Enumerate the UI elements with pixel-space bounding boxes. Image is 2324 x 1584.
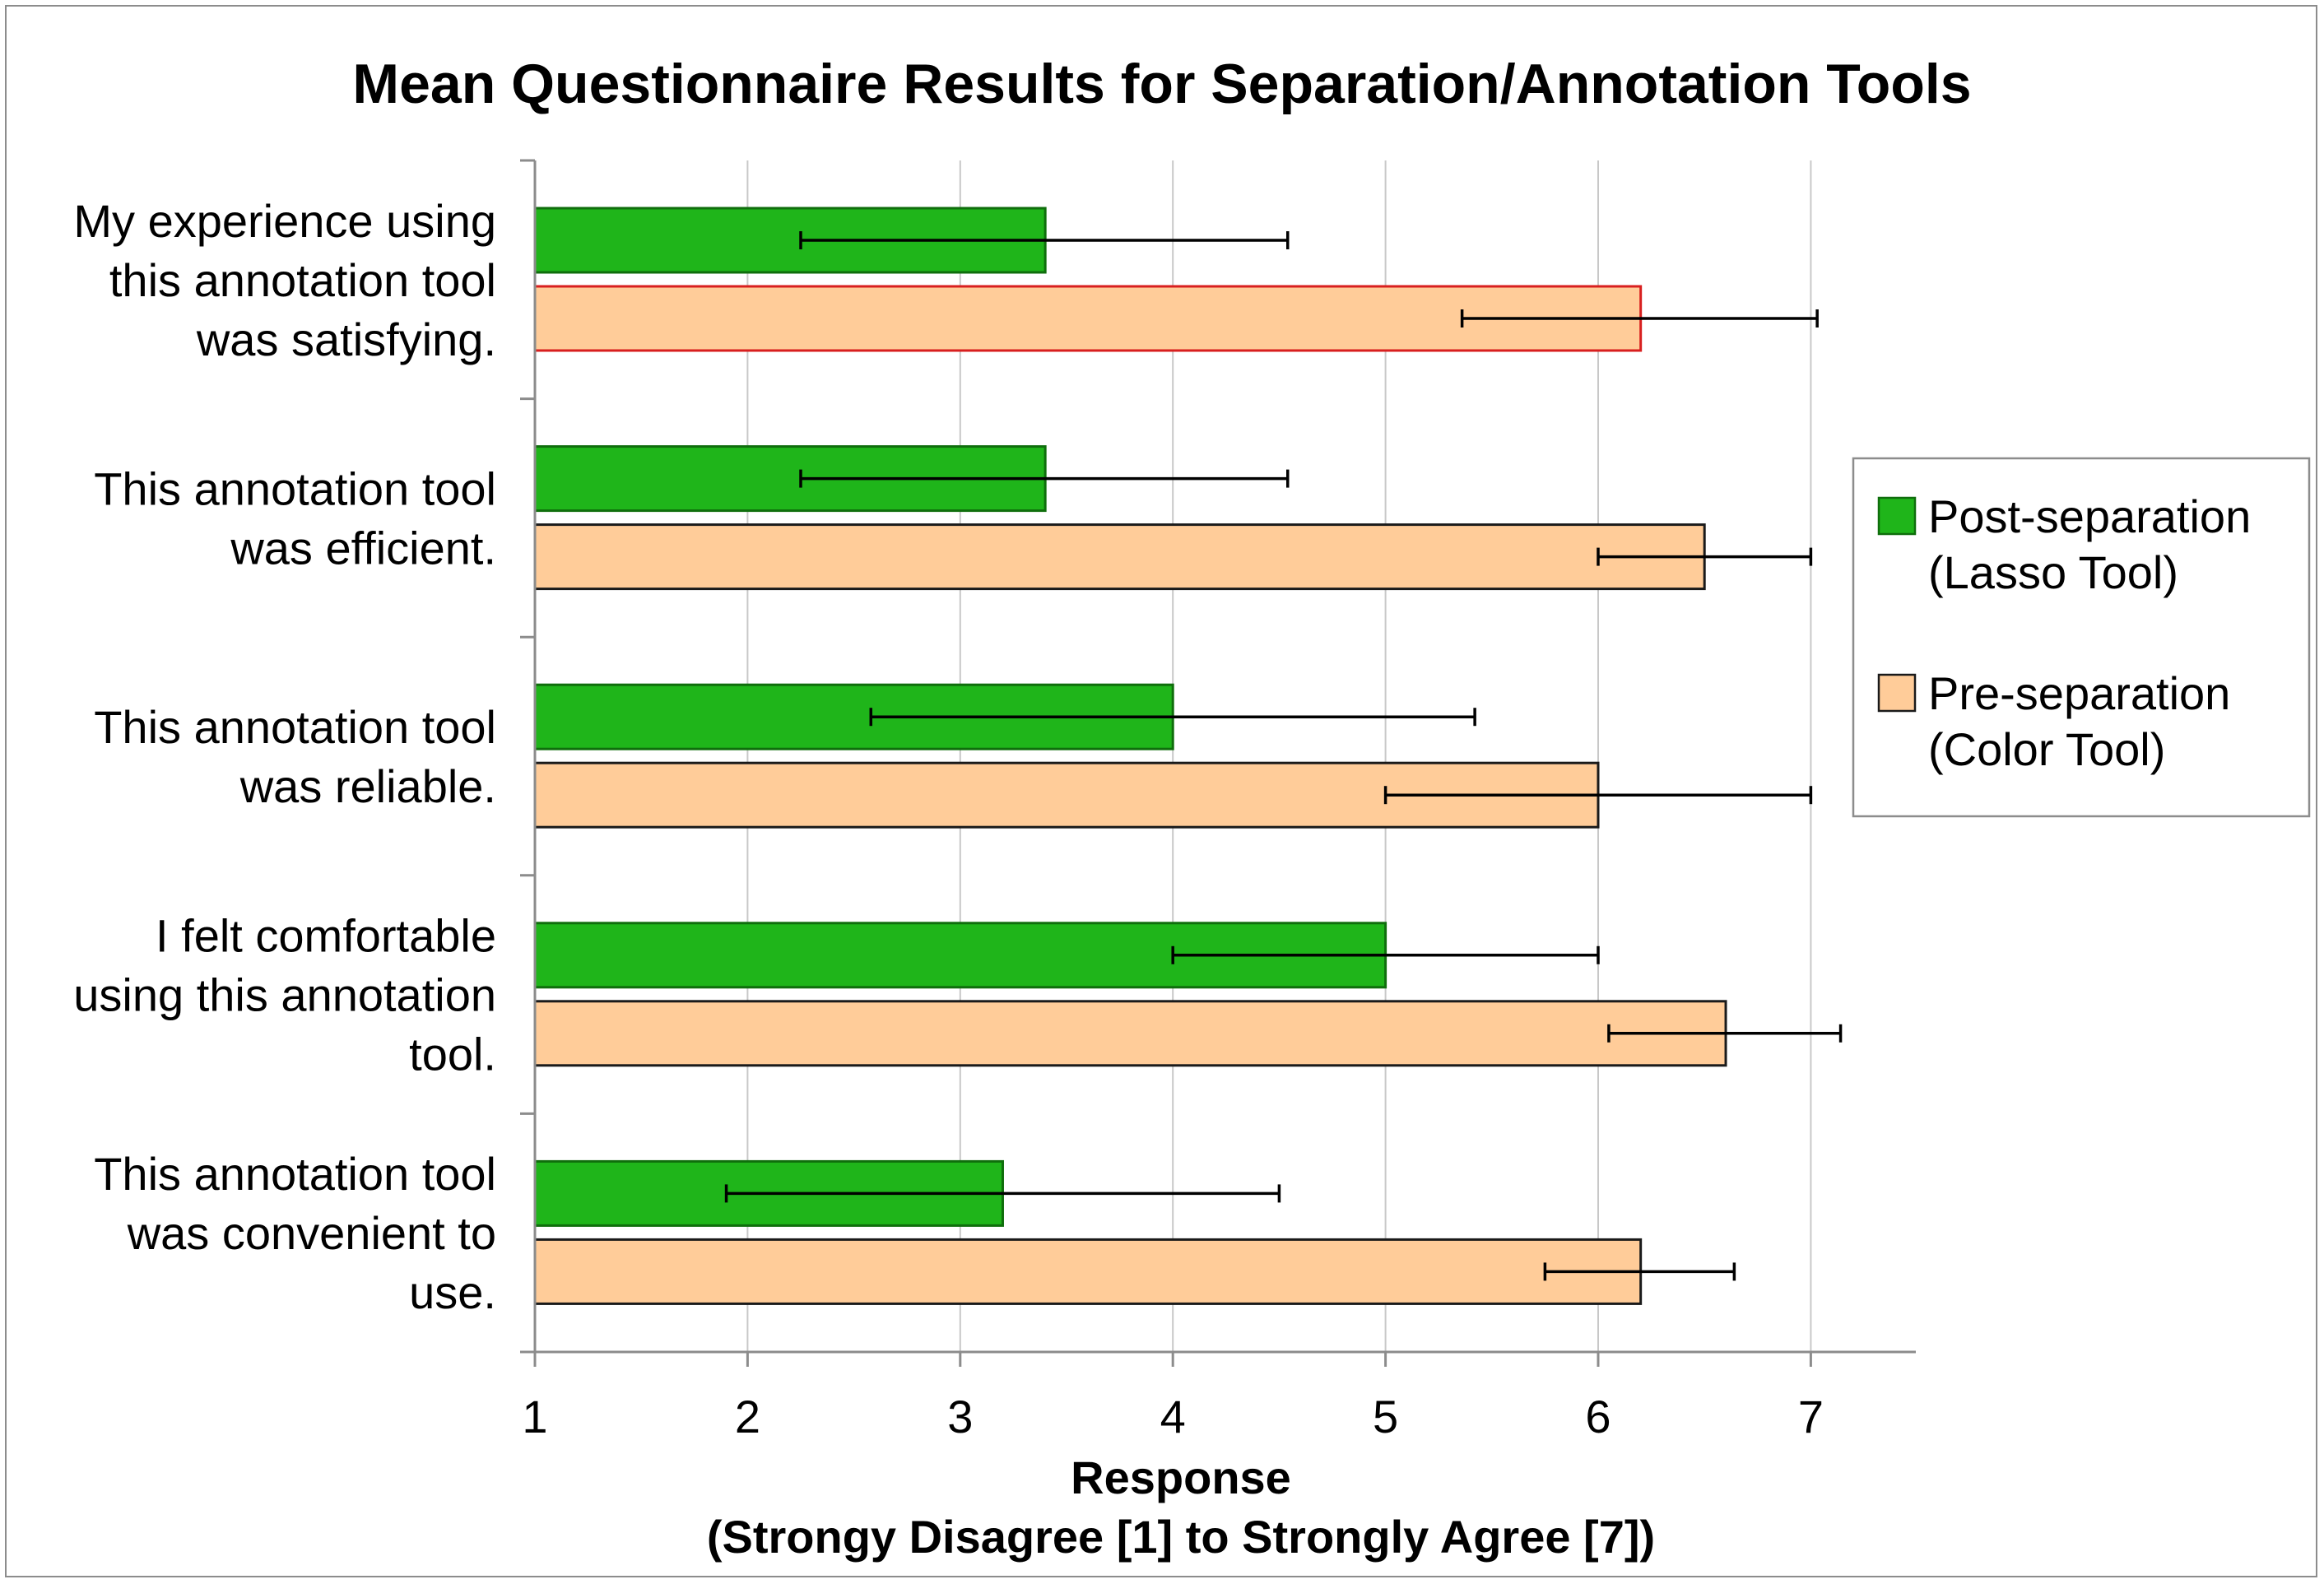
category-label: This annotation tool [94, 701, 496, 753]
legend-swatch [1877, 496, 1917, 536]
x-tick-label: 5 [1373, 1391, 1398, 1442]
category-label: this annotation tool [109, 254, 496, 306]
legend-label: (Color Tool) [1928, 723, 2165, 775]
x-axis-title: Response (Strongy Disagree [1] to Strongl… [707, 1452, 1655, 1563]
category-label: I felt comfortable [156, 910, 496, 962]
legend-box [1852, 457, 2311, 818]
x-tick-label: 2 [735, 1391, 760, 1442]
x-tick-label: 4 [1160, 1391, 1186, 1442]
bar [533, 1000, 1727, 1067]
bar [533, 523, 1706, 591]
category-label: using this annotation [73, 969, 496, 1021]
bar [533, 1238, 1643, 1305]
category-label: This annotation tool [94, 462, 496, 514]
x-tick-label: 3 [947, 1391, 973, 1442]
category-label: My experience using [73, 195, 496, 247]
category-label: use. [409, 1266, 496, 1318]
category-label: was satisfying. [196, 314, 496, 365]
chart-title: Mean Questionnaire Results for Separatio… [352, 53, 1971, 115]
legend-label: Post-separation [1928, 490, 2251, 542]
category-label: was efficient. [230, 522, 496, 574]
legend-label: Pre-separation [1928, 667, 2230, 719]
grid-lines [746, 160, 1812, 1352]
x-axis-title-line: (Strongy Disagree [1] to Strongly Agree … [707, 1511, 1655, 1563]
x-tick-label: 7 [1798, 1391, 1824, 1442]
legend-swatch [1877, 673, 1917, 713]
category-label: was reliable. [239, 760, 496, 812]
error-bars [724, 231, 1843, 1281]
x-tick-label: 6 [1585, 1391, 1611, 1442]
x-tick-label: 1 [522, 1391, 547, 1442]
bars [533, 207, 1727, 1305]
axes: 1 2 3 4 5 6 7 [520, 159, 1916, 1442]
x-axis-title-line: Response [1071, 1452, 1291, 1503]
category-label: was convenient to [127, 1207, 496, 1259]
category-label: This annotation tool [94, 1148, 496, 1200]
legend-label: (Lasso Tool) [1928, 546, 2178, 598]
legend: Post-separation(Lasso Tool) Pre-separatio… [1852, 457, 2311, 818]
category-label: tool. [409, 1029, 496, 1080]
category-labels: My experience using this annotation tool w… [73, 195, 496, 1318]
bar [533, 285, 1643, 352]
